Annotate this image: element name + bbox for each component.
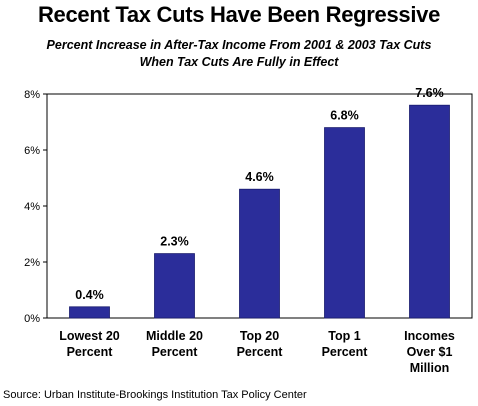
x-tick-label: Top 1 Percent [322,329,369,359]
bar [154,253,195,319]
data-label: 2.3% [160,235,189,249]
y-tick-label: 8% [24,89,40,101]
x-tick-label: Top 20 Percent [237,329,284,359]
bar [409,104,450,319]
y-tick-label: 4% [24,201,40,213]
data-label: 7.6% [415,86,444,100]
bar [239,188,280,319]
source-note: Source: Urban Institute-Brookings Instit… [3,389,307,401]
y-tick-label: 0% [24,313,40,325]
y-tick-label: 6% [24,145,40,157]
y-tick-label: 2% [24,257,40,269]
x-tick-label: Incomes Over $1 Million [404,329,455,375]
data-label: 0.4% [75,288,104,302]
bar [69,306,110,319]
bar [324,127,365,319]
chart-subtitle-line-1: Percent Increase in After-Tax Income Fro… [46,38,432,52]
data-label: 6.8% [330,109,359,123]
x-tick-label: Lowest 20 Percent [59,329,119,359]
chart-subtitle-line-2: When Tax Cuts Are Fully in Effect [139,55,339,69]
data-label: 4.6% [245,170,274,184]
chart-title: Recent Tax Cuts Have Been Regressive [37,2,441,27]
x-tick-label: Middle 20 Percent [146,329,203,359]
